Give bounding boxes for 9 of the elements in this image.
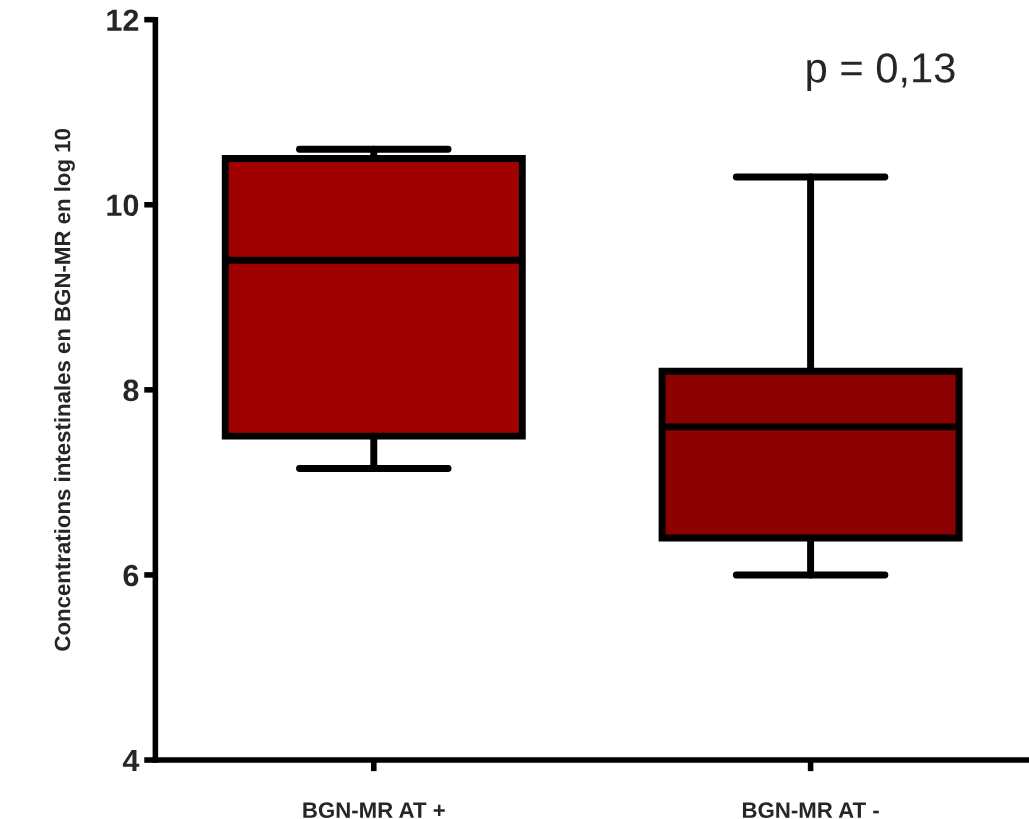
y-axis-title: Concentrations intestinales en BGN-MR en log 10: [54, 128, 75, 651]
x-tick-label: BGN-MR AT +: [303, 802, 445, 819]
x-tick-label: BGN-MR AT -: [742, 802, 879, 819]
y-tick-label: 10: [107, 194, 139, 217]
y-tick-label: 6: [123, 564, 139, 587]
annotation: p = 0,13: [807, 53, 955, 91]
y-tick-label: 12: [107, 9, 139, 31]
y-tick-label: 8: [123, 379, 139, 402]
y-tick-label: 4: [122, 750, 140, 772]
